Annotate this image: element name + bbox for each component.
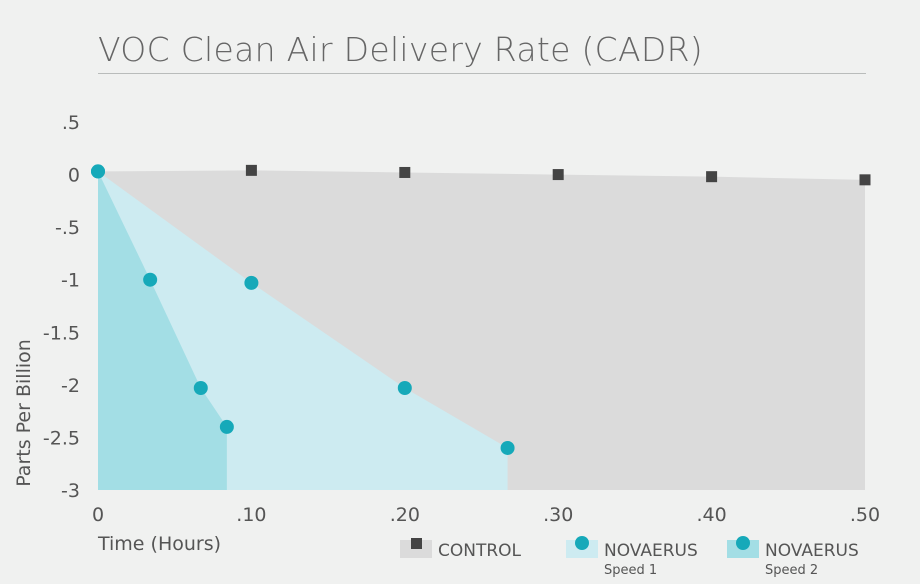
legend-item: NOVAERUS Speed 2 (727, 536, 859, 578)
legend-label: NOVAERUS (765, 541, 859, 561)
y-tick-label: .5 (62, 112, 80, 134)
legend-sublabel: Speed 1 (604, 563, 657, 578)
y-tick-label: -1.5 (43, 322, 80, 344)
x-tick-label: .30 (543, 504, 573, 526)
legend-item: NOVAERUS Speed 1 (566, 536, 698, 578)
legend: CONTROL NOVAERUS Speed 1 NOVAERUS Speed 2 (400, 536, 859, 578)
x-tick-label: .10 (236, 504, 266, 526)
legend-circle-marker (575, 536, 589, 550)
chart-title: VOC Clean Air Delivery Rate (CADR) (98, 30, 703, 69)
x-axis-ticks: 0 .10 .20 .30 .40 .50 (92, 504, 880, 526)
legend-item: CONTROL (400, 538, 522, 561)
y-tick-label: -1 (61, 270, 80, 292)
legend-label: NOVAERUS (604, 541, 698, 561)
novaerus-speed1-point (500, 440, 515, 455)
title-divider (98, 73, 866, 74)
control-point (706, 171, 718, 183)
x-tick-label: 0 (92, 504, 104, 526)
legend-label: CONTROL (438, 541, 522, 561)
novaerus-speed1-point (244, 275, 259, 290)
y-tick-label: 0 (68, 165, 80, 187)
y-tick-label: -2 (61, 375, 80, 397)
novaerus-speed2-point (91, 164, 105, 179)
y-tick-label: -.5 (55, 217, 80, 239)
legend-square-marker (411, 538, 422, 549)
novaerus-speed2-point (193, 381, 208, 396)
novaerus-speed2-area (98, 171, 227, 490)
y-axis-label: Parts Per Billion (13, 339, 35, 487)
novaerus-speed2-point (143, 272, 158, 287)
legend-circle-marker (736, 536, 750, 550)
fill-areas (98, 170, 865, 490)
y-tick-label: -2.5 (43, 427, 80, 449)
control-point (399, 166, 411, 178)
x-tick-label: .40 (696, 504, 726, 526)
novaerus-speed2-point (219, 419, 234, 434)
control-point (245, 164, 257, 176)
data-markers (91, 164, 871, 455)
x-tick-label: .20 (390, 504, 420, 526)
control-point (859, 174, 871, 186)
y-axis-ticks: .5 0 -.5 -1 -1.5 -2 -2.5 -3 (43, 112, 80, 502)
legend-sublabel: Speed 2 (765, 563, 818, 578)
y-tick-label: -3 (61, 480, 80, 502)
x-tick-label: .50 (850, 504, 880, 526)
x-axis-label: Time (Hours) (97, 533, 221, 555)
novaerus-speed1-point (397, 381, 412, 396)
control-point (552, 169, 564, 181)
